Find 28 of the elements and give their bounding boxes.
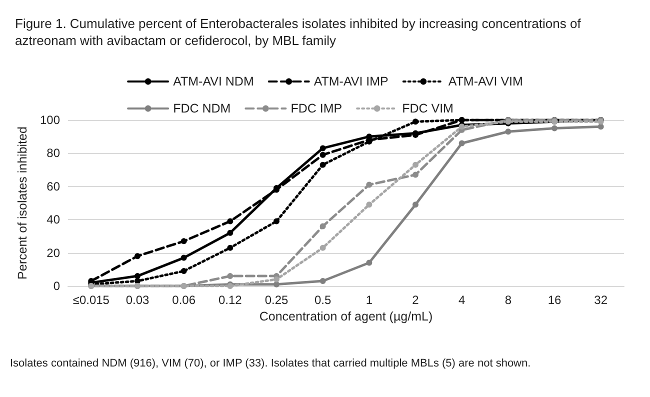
- x-tick-label: 16: [548, 293, 562, 307]
- y-tick-label: 40: [46, 212, 60, 227]
- y-tick-label: 60: [46, 179, 60, 194]
- legend-label: ATM-AVI VIM: [448, 74, 523, 88]
- chart-title: Figure 1. Cumulative percent of Enterobacterales isolates inhibited by increasing concentrations of aztreonam with avibactam or cefiderocol, by MBL family: [15, 16, 584, 48]
- x-tick-label: 0.06: [172, 293, 196, 307]
- x-tick-label: 1: [366, 293, 373, 307]
- x-axis-title: Concentration of agent (µg/mL): [259, 310, 433, 324]
- y-tick-label: 100: [40, 113, 60, 127]
- x-tick-label: 0.25: [264, 293, 288, 307]
- text: Isolates contained NDM (916), VIM (70), or IMP (33). Isolates that carried multiple MBLs (5) are not shown.: [10, 358, 531, 370]
- x-tick-label: 4: [458, 293, 466, 307]
- x-tick-label: 8: [504, 293, 512, 307]
- legend-label: FDC NDM: [173, 102, 231, 116]
- y-axis-title: Percent of isolates inhibited: [16, 126, 30, 280]
- y-tick-label: 20: [46, 246, 60, 260]
- y-tick-label: 80: [46, 146, 60, 160]
- legend-label: ATM-AVI IMP: [314, 74, 388, 88]
- legend-label: FDC IMP: [290, 102, 342, 116]
- x-tick-label: 0.03: [126, 293, 150, 307]
- x-tick-label: ≤0.015: [72, 293, 110, 307]
- legend-label: ATM-AVI NDM: [173, 74, 254, 88]
- x-tick-label: 32: [594, 293, 608, 307]
- x-tick-label: 0.5: [314, 293, 332, 307]
- y-tick-label: 0: [53, 279, 60, 293]
- x-tick-label: 0.12: [218, 293, 242, 307]
- x-tick-label: 2: [412, 293, 420, 307]
- legend-label: FDC VIM: [402, 102, 454, 116]
